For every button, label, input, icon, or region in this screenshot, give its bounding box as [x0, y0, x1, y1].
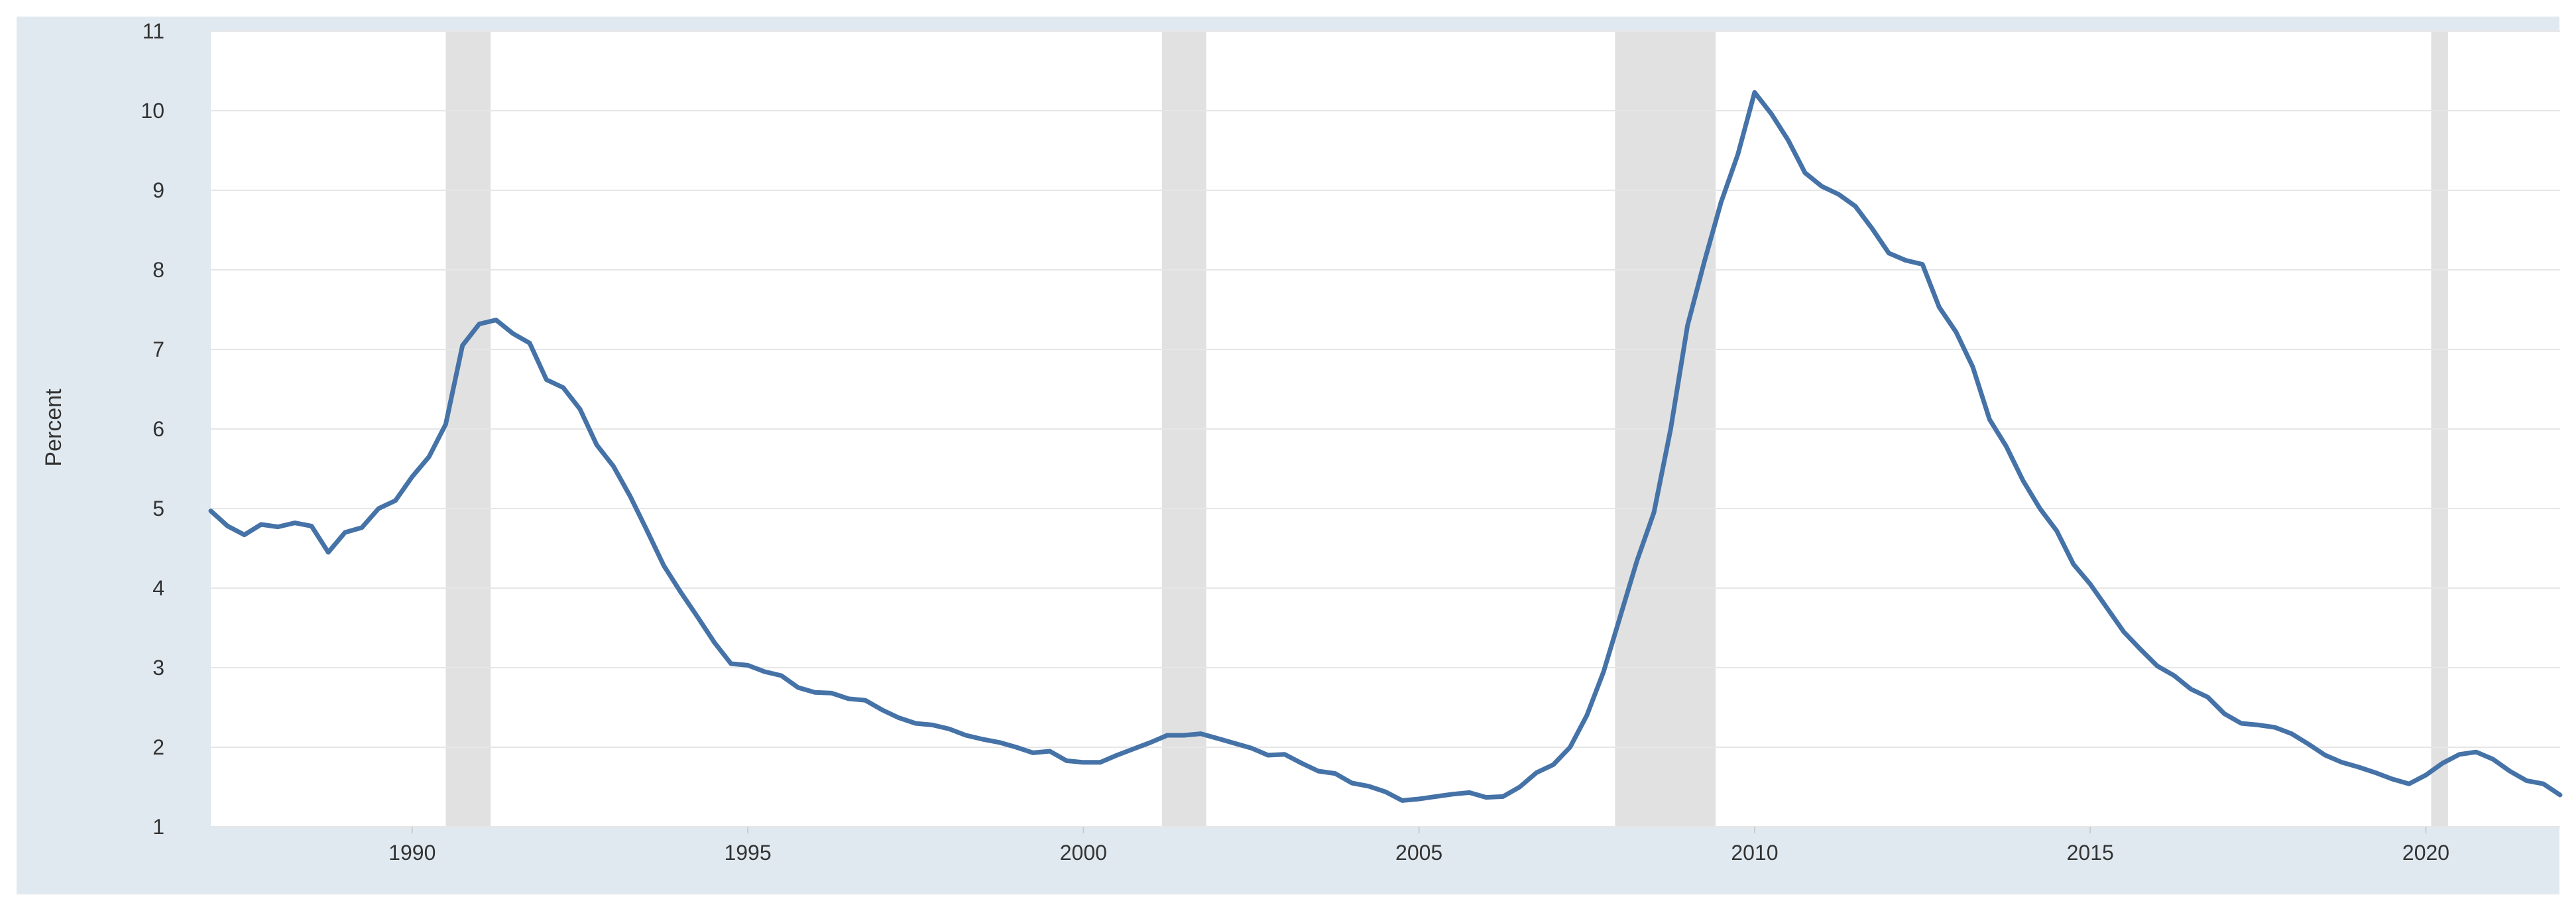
- y-axis-ticks: 1 2 3 4 5 6 7 8 9 10 11: [141, 19, 164, 839]
- y-tick-label: 9: [152, 178, 164, 202]
- series-line: [208, 90, 2563, 803]
- y-tick-label: 2: [152, 735, 164, 759]
- y-tick-label: 6: [152, 417, 164, 441]
- x-tick-label: 2000: [1060, 841, 1107, 865]
- x-axis-ticks: 1990 1995 2000 2005 2010 2015 2020: [388, 827, 2449, 865]
- x-tick-label: 2005: [1395, 841, 1442, 865]
- y-tick-label: 1: [152, 815, 164, 839]
- x-tick-label: 2020: [2402, 841, 2449, 865]
- y-gridlines: [211, 30, 2560, 827]
- x-tick-label: 1995: [724, 841, 771, 865]
- y-tick-label: 11: [143, 19, 164, 43]
- y-tick-label: 5: [152, 497, 164, 520]
- x-tick-label: 2015: [2067, 841, 2114, 865]
- y-tick-label: 4: [152, 576, 164, 600]
- y-tick-label: 7: [152, 337, 164, 361]
- x-tick-label: 2010: [1731, 841, 1778, 865]
- y-tick-label: 3: [152, 656, 164, 680]
- y-tick-label: 10: [141, 99, 164, 123]
- y-tick-label: 8: [152, 258, 164, 282]
- x-tick-label: 1990: [388, 841, 436, 865]
- y-axis-title: Percent: [41, 389, 66, 467]
